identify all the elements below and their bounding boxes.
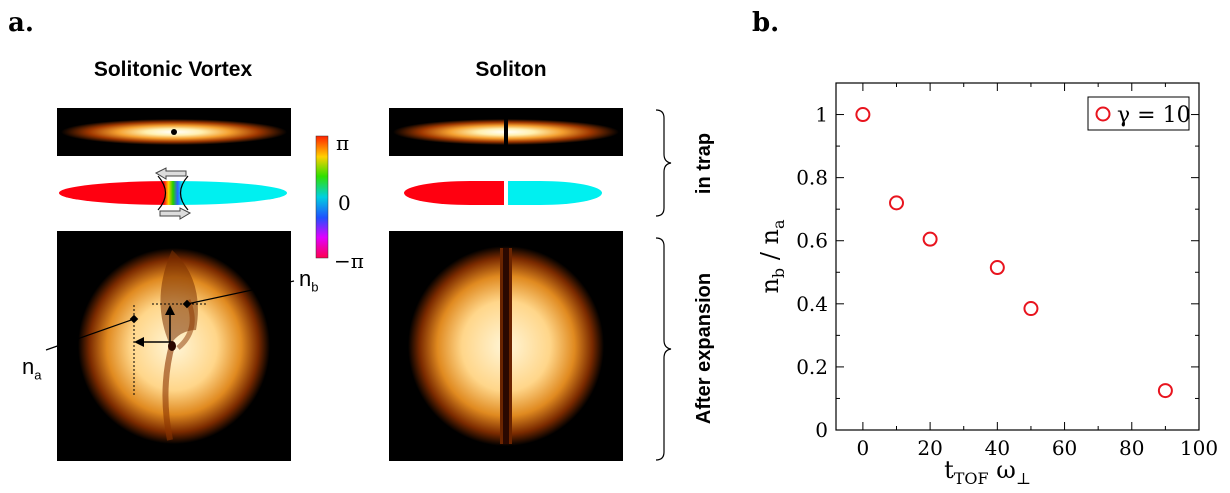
data-point: [922, 231, 938, 247]
phase-colorbar: [315, 135, 329, 259]
annotation-nb: nb: [299, 266, 319, 295]
brace-after-expansion: [655, 237, 672, 461]
data-point: [989, 260, 1005, 276]
legend-box: [1087, 96, 1190, 131]
panel-b-label: b.: [752, 8, 780, 38]
panel-a-label: a.: [8, 8, 34, 38]
soliton-title: Soliton: [475, 58, 547, 81]
scatter-chart: 0 20 40 60 80 100 0 0.2 0.4 0.6 0.8 1 γ = 10 tTOF ω⊥ n…: [756, 82, 1218, 488]
expansion-image-soliton: [389, 231, 623, 461]
annotation-na: na: [22, 354, 42, 383]
data-point: [889, 195, 904, 211]
solitonic-vortex-title: Solitonic Vortex: [93, 58, 253, 81]
plot-frame: [835, 82, 1200, 431]
expansion-image-vortex: [57, 231, 291, 461]
x-tick-label: 80: [1119, 436, 1144, 460]
phase-profile-soliton: [404, 181, 602, 205]
data-point: [1023, 301, 1039, 317]
colorbar-tick-minus-pi: −π: [334, 249, 364, 273]
colorbar-tick-pi: π: [336, 131, 350, 155]
trap-image-soliton: [389, 108, 623, 156]
x-tick-label: 20: [917, 436, 942, 460]
y-tick-label: 0.4: [796, 292, 828, 316]
x-tick-label: 100: [1180, 436, 1218, 460]
colorbar-tick-zero: 0: [338, 191, 351, 215]
side-label-after-expansion: After expansion: [693, 272, 716, 424]
y-axis-label: nb / na: [756, 219, 788, 294]
y-tick-label: 1: [815, 103, 828, 127]
data-point: [855, 107, 871, 123]
na-nb-annotations: [45, 280, 295, 396]
x-axis-label: tTOF ω⊥: [944, 456, 1031, 488]
legend-marker: [1095, 106, 1111, 122]
x-tick-label: 0: [857, 436, 870, 460]
data-point: [1157, 383, 1173, 399]
panel-a-images: [45, 108, 672, 461]
x-tick-label: 60: [1052, 436, 1077, 460]
y-tick-label: 0.2: [796, 355, 828, 379]
legend-label: γ = 10: [1117, 103, 1191, 128]
side-label-in-trap: in trap: [693, 132, 716, 194]
x-tick-label: 40: [985, 436, 1010, 460]
trap-image-vortex: [57, 108, 291, 156]
brace-in-trap: [655, 109, 672, 217]
y-tick-label: 0: [815, 418, 828, 442]
y-tick-label: 0.8: [796, 166, 828, 190]
y-tick-label: 0.6: [796, 229, 828, 253]
phase-profile-vortex: [59, 167, 287, 220]
